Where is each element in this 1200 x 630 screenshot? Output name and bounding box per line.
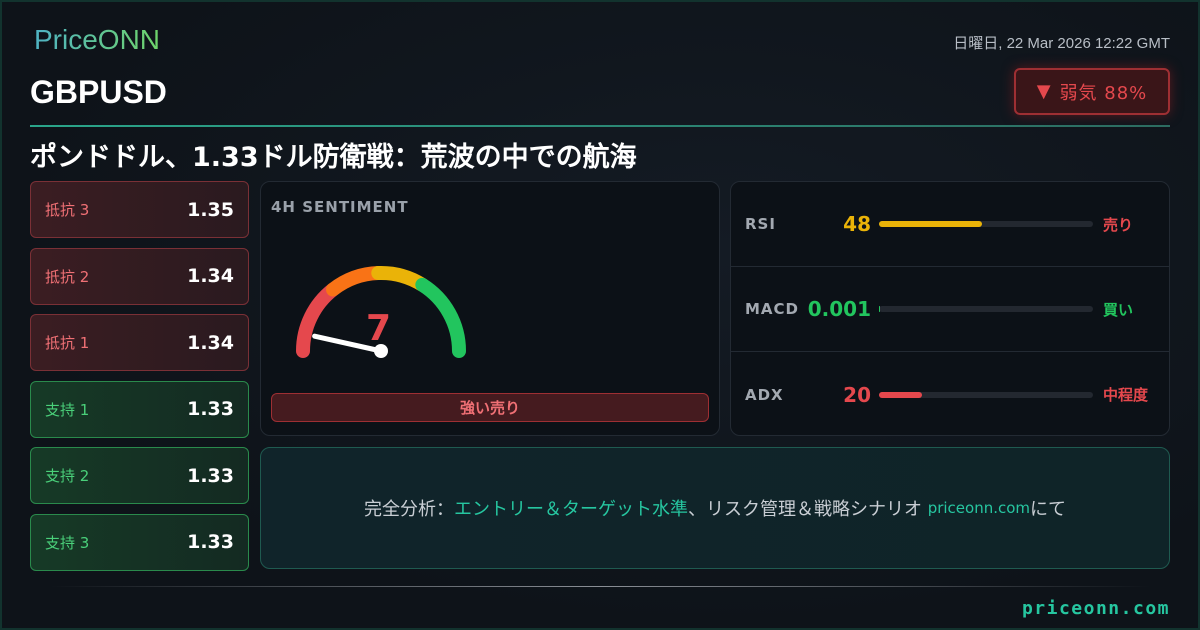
badge-label: 弱気 88% xyxy=(1059,82,1148,104)
level-value: 1.33 xyxy=(187,464,234,487)
pair-symbol: GBPUSD xyxy=(30,74,167,110)
logo: PriceONN xyxy=(34,24,161,55)
indicator-fill xyxy=(879,306,881,312)
level-resistance: 抵抗 1 1.34 xyxy=(30,314,249,371)
level-support: 支持 2 1.33 xyxy=(30,447,249,504)
sentiment-gauge xyxy=(296,266,466,358)
indicators-card: RSI 48 売り MACD 0.001 買い ADX 20 中程度 xyxy=(730,181,1170,436)
indicator-bar xyxy=(879,391,1093,398)
level-name: 抵抗 2 xyxy=(45,267,90,286)
indicator-name: MACD xyxy=(745,300,799,318)
level-name: 抵抗 1 xyxy=(45,334,90,352)
gauge-segment xyxy=(325,266,386,297)
cta-suffix: にて xyxy=(1030,499,1067,520)
level-support: 支持 3 1.33 xyxy=(30,513,249,571)
gauge-needle xyxy=(312,333,384,354)
sentiment-title: 4H SENTIMENT xyxy=(271,198,409,216)
cta-highlight: エントリー＆ターゲット水準 xyxy=(453,499,688,520)
level-value: 1.35 xyxy=(187,198,234,221)
level-value: 1.33 xyxy=(187,398,234,420)
indicator-row: ADX 20 中程度 xyxy=(731,352,1169,437)
headline: ポンドドル、1.33ドル防衛戦：荒波の中での航海 xyxy=(30,142,637,173)
indicator-value: 20 xyxy=(843,382,871,407)
indicator-value: 0.001 xyxy=(807,297,871,321)
indicator-bar xyxy=(879,306,1093,312)
gauge-hub xyxy=(374,344,388,358)
level-support: 支持 1 1.33 xyxy=(30,380,249,438)
indicator-row: MACD 0.001 買い xyxy=(731,267,1169,352)
indicator-name: RSI xyxy=(745,215,776,233)
level-resistance: 抵抗 3 1.35 xyxy=(30,181,249,238)
gauge-segment xyxy=(296,282,340,358)
divider xyxy=(30,125,1170,127)
indicator-signal: 買い xyxy=(1103,300,1134,319)
sentiment-label: 強い売り xyxy=(271,393,709,422)
level-name: 支持 1 xyxy=(45,400,90,419)
level-name: 抵抗 3 xyxy=(45,201,90,219)
indicator-row: RSI 48 売り xyxy=(731,182,1169,267)
level-value: 1.34 xyxy=(187,265,234,287)
triangle-down-icon: ▼ xyxy=(1036,81,1052,102)
level-name: 支持 3 xyxy=(45,533,90,552)
footer-divider xyxy=(50,586,1150,587)
cta-middle: 、リスク管理＆戦略シナリオ xyxy=(687,499,928,520)
indicator-value: 48 xyxy=(843,212,871,236)
indicator-bar xyxy=(879,221,1093,227)
cta-link[interactable]: priceonn.com xyxy=(927,499,1031,517)
gauge-segment xyxy=(415,277,466,358)
indicator-name: ADX xyxy=(745,385,784,404)
sentiment-badge: ▼ 弱気 88% xyxy=(1014,68,1170,115)
indicator-signal: 中程度 xyxy=(1103,386,1149,404)
level-value: 1.33 xyxy=(187,531,234,553)
sentiment-card: 4H SENTIMENT 7 強い売り xyxy=(260,181,720,436)
indicator-fill xyxy=(879,391,922,398)
sentiment-value: 7 xyxy=(366,308,392,349)
level-name: 支持 2 xyxy=(45,467,90,485)
indicator-signal: 売り xyxy=(1103,215,1134,234)
level-value: 1.34 xyxy=(187,331,234,354)
cta-prefix: 完全分析： xyxy=(363,499,454,520)
site-link[interactable]: priceonn.com xyxy=(1021,598,1170,619)
cta-banner[interactable]: 完全分析： エントリー＆ターゲット水準 、リスク管理＆戦略シナリオ priceo… xyxy=(260,447,1170,569)
date-time: 日曜日, 22 Mar 2026 12:22 GMT xyxy=(953,35,1170,52)
level-resistance: 抵抗 2 1.34 xyxy=(30,247,249,305)
indicator-fill xyxy=(879,221,982,227)
